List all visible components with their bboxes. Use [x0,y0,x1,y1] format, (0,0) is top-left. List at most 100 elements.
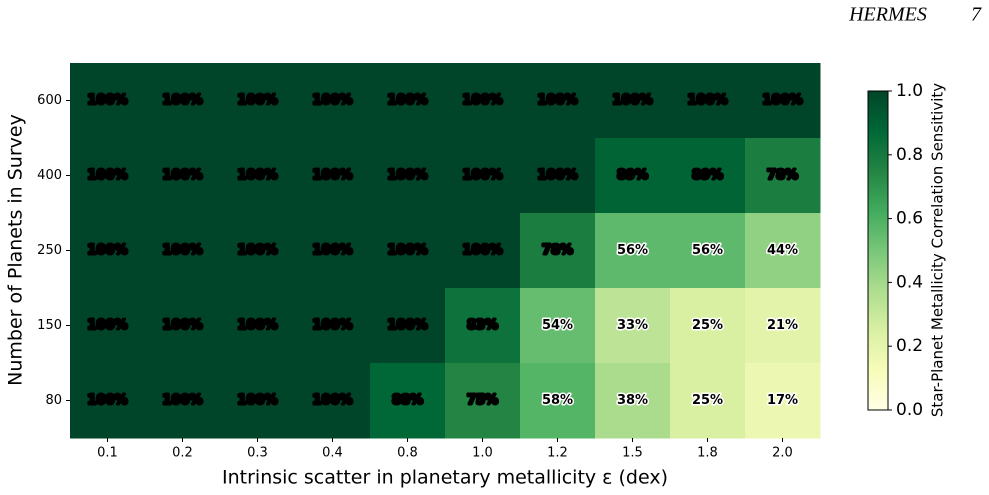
heatmap-cell [670,138,746,214]
colorbar-label: Star-Planet Metallicity Correlation Sens… [929,83,947,417]
cell-label: 38% [617,393,648,408]
cell-label: 100% [387,93,427,108]
y-axis-label: Number of Planets in Survey [5,114,27,386]
cell-label: 100% [462,243,502,258]
cell-label: 100% [237,393,277,408]
colorbar-tick-label: 0.4 [896,272,923,292]
cell-label: 100% [537,168,577,183]
y-tick-label: 250 [37,243,62,258]
cell-label: 100% [162,393,202,408]
heatmap-cell [595,63,671,139]
colorbar-tick-label: 1.0 [896,81,923,101]
cell-label: 100% [162,93,202,108]
cell-label: 44% [767,243,798,258]
y-tick-label: 600 [37,93,62,108]
cell-label: 100% [87,393,127,408]
x-tick-label: 0.1 [97,446,118,461]
cell-label: 100% [612,93,652,108]
heatmap-cell [70,213,146,289]
x-tick-label: 0.4 [322,446,343,461]
cell-label: 21% [767,318,798,333]
cell-label: 33% [617,318,648,333]
heatmap-cell [370,363,446,439]
heatmap-cell [70,363,146,439]
cell-label: 100% [87,318,127,333]
cell-label: 100% [762,93,802,108]
page-number: 7 [971,4,982,26]
cell-label: 89% [617,168,648,183]
heatmap-cell [220,63,296,139]
cell-label: 17% [767,393,798,408]
cell-label: 100% [462,168,502,183]
heatmap-cell [295,213,371,289]
y-tick-label: 150 [37,318,62,333]
heatmap-cell [295,363,371,439]
x-tick-label: 2.0 [772,446,793,461]
heatmap-cell [670,63,746,139]
heatmap-cell [370,63,446,139]
heatmap-cell [520,363,596,439]
cell-label: 83% [467,318,498,333]
cell-label: 100% [387,318,427,333]
heatmap-cell [745,138,821,214]
heatmap-cell [445,288,521,364]
x-tick-label: 1.8 [697,446,718,461]
heatmap-cell [145,288,221,364]
heatmap-cell [445,138,521,214]
heatmap-cell [220,288,296,364]
cell-label: 100% [537,93,577,108]
heatmap-cell [370,213,446,289]
colorbar [867,90,889,411]
heatmap-cell [70,288,146,364]
cell-label: 100% [687,93,727,108]
cell-label: 88% [392,393,423,408]
cell-label: 100% [312,393,352,408]
cell-label: 100% [87,168,127,183]
cell-label: 75% [467,393,498,408]
heatmap-cell [670,363,746,439]
colorbar-tick-label: 0.0 [896,400,923,420]
heatmap-cell [370,288,446,364]
heatmap-cell [70,63,146,139]
cell-label: 100% [162,168,202,183]
heatmap-cell [220,213,296,289]
cell-label: 100% [87,243,127,258]
cell-label: 100% [237,93,277,108]
cell-label: 54% [542,318,573,333]
cell-label: 100% [312,93,352,108]
heatmap-cell [145,63,221,139]
heatmap-cell [445,63,521,139]
cell-label: 100% [312,318,352,333]
heatmap-cell [445,213,521,289]
cell-label: 100% [312,243,352,258]
cell-label: 78% [767,168,798,183]
heatmap-cell [745,63,821,139]
running-title: HERMES [848,4,927,26]
x-tick-label: 0.8 [397,446,418,461]
cell-label: 100% [387,168,427,183]
cell-label: 56% [692,243,723,258]
x-axis-label: Intrinsic scatter in planetary metallici… [222,467,668,489]
cell-label: 100% [462,93,502,108]
heatmap-cell [145,363,221,439]
heatmap-cell [445,363,521,439]
cell-label: 25% [692,393,723,408]
heatmap-cell [670,288,746,364]
x-tick-label: 1.5 [622,446,643,461]
cell-label: 100% [237,318,277,333]
y-tick-label: 400 [37,168,62,183]
x-tick-label: 1.0 [472,446,493,461]
heatmap-cell [520,288,596,364]
cell-label: 56% [617,243,648,258]
heatmap-cell [220,138,296,214]
heatmap-cell [295,63,371,139]
heatmap-cell [520,138,596,214]
heatmap-cell [70,138,146,214]
cell-label: 100% [162,243,202,258]
heatmap-cell [745,288,821,364]
colorbar-tick-label: 0.2 [896,336,923,356]
y-tick-label: 80 [45,393,62,408]
cell-label: 100% [162,318,202,333]
x-tick-label: 1.2 [547,446,568,461]
